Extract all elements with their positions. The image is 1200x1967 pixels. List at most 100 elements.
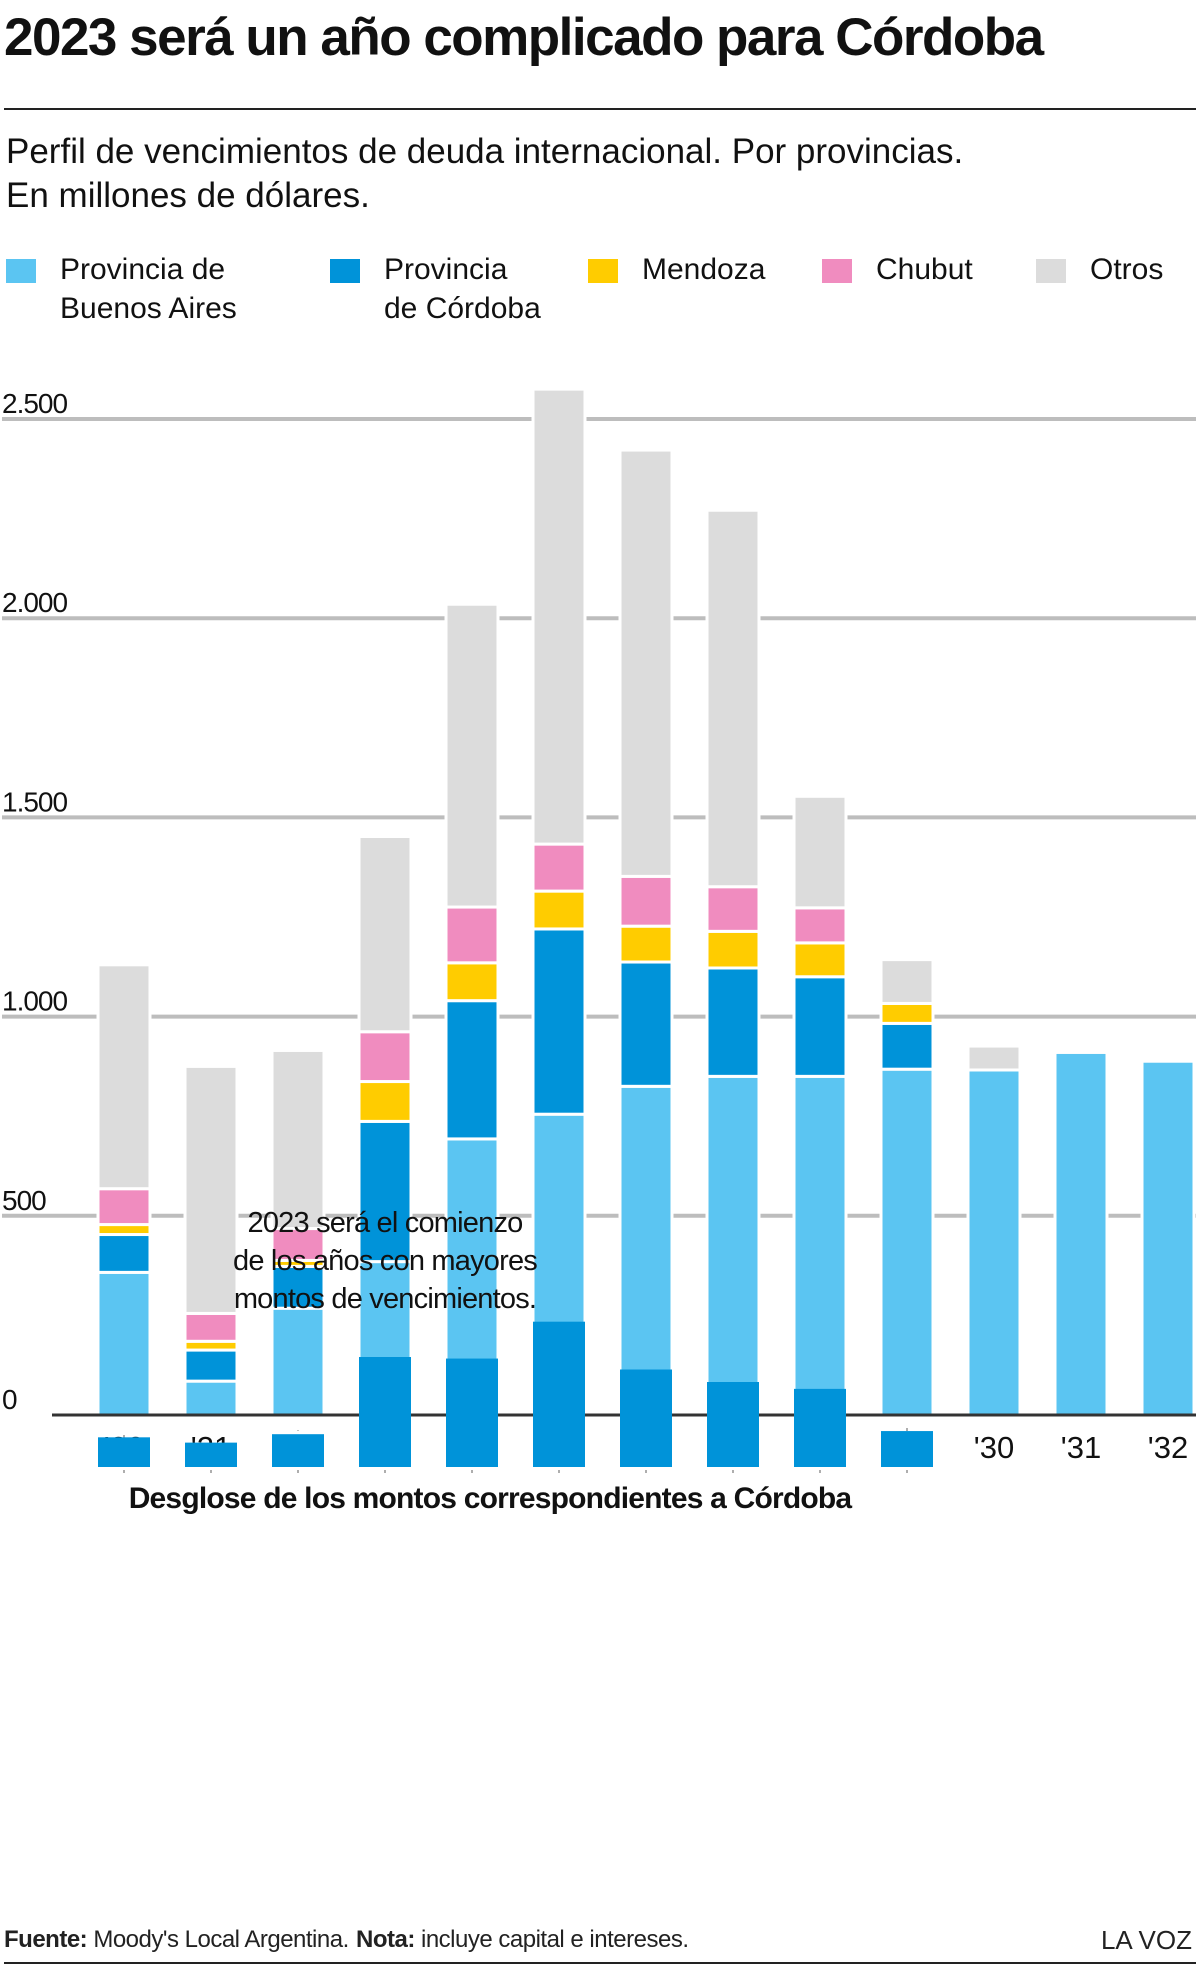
chart-subtitle: Perfil de vencimientos de deuda internac… <box>6 130 1186 218</box>
bar-segment <box>96 1270 152 1417</box>
bar-segment <box>183 1379 239 1417</box>
x-tick-label: '31 <box>1061 1430 1101 1465</box>
breakdown-bar <box>98 1437 150 1467</box>
y-tick-label: 1.500 <box>2 786 67 817</box>
bar-segment <box>792 794 848 910</box>
legend-swatch-mendoza <box>588 259 618 283</box>
bar-segment <box>357 835 413 1034</box>
footer: Fuente: Moody's Local Argentina. Nota: i… <box>4 1922 1194 1962</box>
annotation: 2023 será el comienzo de los años con may… <box>233 1207 538 1315</box>
bar-segment <box>270 1048 326 1231</box>
bar-segment <box>618 960 674 1088</box>
legend-swatch-otros <box>1036 259 1066 283</box>
note: Nota: incluye capital e intereses. <box>356 1922 689 1958</box>
bar-segment <box>444 961 500 1003</box>
breakdown-title: Desglose de los montos correspondientes … <box>129 1482 853 1515</box>
bar-segment <box>357 1080 413 1123</box>
legend-label-cordoba: Provincia de Córdoba <box>384 253 541 325</box>
breakdown-bar <box>272 1434 324 1467</box>
breakdown-bar <box>533 1321 585 1467</box>
chart-area: 05001.0001.5002.0002.500'20'21'22'23'24'… <box>2 387 1196 1515</box>
bar-segment <box>96 1187 152 1227</box>
bar-segment <box>531 387 587 846</box>
y-tick-label: 1.000 <box>2 986 67 1017</box>
annotation-text: 2023 será el comienzo de los años con may… <box>233 1207 537 1315</box>
bar-segment <box>966 1044 1022 1072</box>
bar-segment <box>879 1001 935 1025</box>
bar-segment <box>618 924 674 964</box>
bar-segment <box>96 963 152 1191</box>
bar-segment <box>879 1067 935 1417</box>
bar-segment <box>357 1119 413 1264</box>
bar-segment <box>1140 1059 1196 1417</box>
breakdown-bar <box>185 1442 237 1467</box>
bar-segment <box>444 999 500 1141</box>
breakdown-bar <box>707 1382 759 1467</box>
bar-segment <box>183 1064 239 1315</box>
note-label: Nota: <box>356 1926 415 1953</box>
stacked-bars <box>96 387 1196 1417</box>
breakdown-bar <box>794 1388 846 1467</box>
bar-segment <box>792 906 848 945</box>
bar-segment <box>792 1074 848 1417</box>
bar-segment <box>183 1311 239 1343</box>
bar-segment <box>705 929 761 970</box>
title-divider <box>4 108 1196 110</box>
bar-segment <box>357 1030 413 1084</box>
bar-segment <box>444 602 500 909</box>
footer-divider <box>4 1962 1196 1964</box>
breakdown-bar <box>620 1369 672 1467</box>
bar-segment <box>792 975 848 1078</box>
bar-segment <box>705 885 761 933</box>
bar-segment <box>792 941 848 979</box>
bar-segment <box>618 448 674 878</box>
bar-segment <box>879 958 935 1005</box>
legend-label-otros: Otros <box>1090 253 1164 286</box>
x-tick-label: '30 <box>974 1430 1014 1465</box>
bar-segment <box>444 905 500 965</box>
cordoba-breakdown-bars: Desglose de los montos correspondientes … <box>98 1321 933 1515</box>
breakdown-bar <box>881 1431 933 1467</box>
source-text: Moody's Local Argentina. <box>93 1926 349 1953</box>
bar-segment <box>183 1348 239 1383</box>
legend-label-mendoza: Mendoza <box>642 253 766 286</box>
bar-segment <box>531 927 587 1116</box>
annotation-line: de los años con mayores <box>233 1245 537 1277</box>
legend-swatch-cordoba <box>330 259 360 283</box>
bar-segment <box>879 1021 935 1071</box>
bar-segment <box>96 1233 152 1274</box>
y-tick-label: 2.000 <box>2 587 67 618</box>
legend-swatch-buenos-aires <box>6 259 36 283</box>
chart-title: 2023 será un año complicado para Córdoba <box>4 8 1044 67</box>
bar-segment <box>966 1068 1022 1417</box>
bar-segment <box>618 1084 674 1417</box>
breakdown-bar <box>359 1357 411 1467</box>
bar-segment <box>705 1074 761 1417</box>
x-tick-label: '32 <box>1148 1430 1188 1465</box>
bar-segment <box>618 874 674 928</box>
bar-segment <box>705 966 761 1078</box>
bar-segment <box>531 889 587 931</box>
bar-segment <box>531 842 587 893</box>
subtitle-line-2: En millones de dólares. <box>6 176 370 215</box>
subtitle-line-1: Perfil de vencimientos de deuda internac… <box>6 132 964 171</box>
bar-segment <box>1053 1050 1109 1417</box>
y-tick-label: 0 <box>2 1384 17 1415</box>
legend: Provincia de Buenos Aires Provincia de C… <box>0 250 1200 340</box>
legend-label-buenos-aires: Provincia de Buenos Aires <box>60 253 237 325</box>
y-tick-label: 2.500 <box>2 388 67 419</box>
bar-segment <box>270 1264 326 1310</box>
bar-segment <box>705 508 761 889</box>
brand-logo: LA VOZ <box>1100 1925 1192 1955</box>
bar-segment <box>270 1227 326 1262</box>
legend-swatch-chubut <box>822 259 852 283</box>
note-text: incluye capital e intereses. <box>421 1926 689 1953</box>
annotation-line: montos de vencimientos. <box>234 1283 536 1315</box>
source-label: Fuente: <box>4 1926 88 1953</box>
source: Fuente: Moody's Local Argentina. <box>4 1922 349 1958</box>
y-tick-label: 500 <box>2 1185 46 1216</box>
legend-label-chubut: Chubut <box>876 253 973 286</box>
annotation-line: 2023 será el comienzo <box>248 1207 523 1239</box>
breakdown-bar <box>446 1358 498 1467</box>
bar-segment <box>270 1306 326 1417</box>
